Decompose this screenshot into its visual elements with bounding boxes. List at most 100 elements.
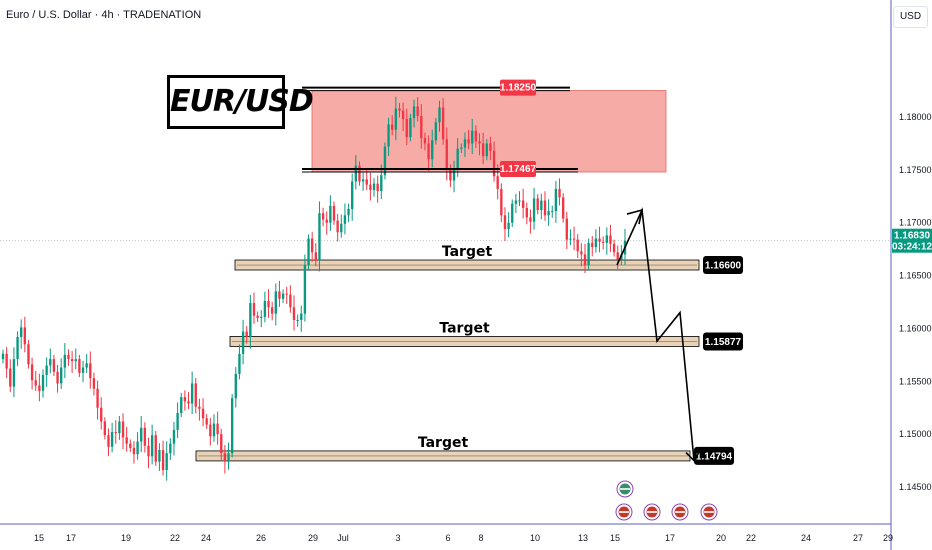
- candle-body: [234, 373, 237, 399]
- candle-body: [270, 307, 274, 314]
- candle: [332, 201, 336, 225]
- candle-body: [107, 435, 110, 447]
- target-price-text: 1.16600: [705, 261, 742, 272]
- event-stripe: [675, 511, 685, 513]
- currency-button[interactable]: USD: [893, 6, 928, 28]
- candle: [180, 392, 183, 418]
- candle: [609, 224, 612, 252]
- candle: [529, 209, 532, 234]
- candle: [318, 201, 321, 272]
- candle-body: [252, 303, 256, 316]
- candle-body: [38, 385, 41, 391]
- event-flag-icon[interactable]: [615, 503, 633, 521]
- candle: [558, 178, 561, 206]
- x-tick-label: 3: [395, 533, 400, 543]
- candle: [118, 415, 121, 440]
- event-flag-icon[interactable]: [643, 503, 661, 521]
- candle: [587, 238, 590, 270]
- x-tick-label: 17: [665, 533, 675, 543]
- candle-body: [441, 107, 445, 140]
- candle-body: [572, 238, 576, 240]
- candle: [100, 397, 103, 430]
- candle-body: [594, 238, 598, 248]
- candle: [358, 161, 361, 186]
- candle: [274, 283, 277, 326]
- candle-body: [420, 115, 423, 139]
- candle-body: [5, 353, 8, 369]
- candle-body: [129, 443, 132, 448]
- candle: [569, 229, 572, 246]
- candle-body: [358, 165, 361, 182]
- target-price-text: 1.15877: [705, 337, 742, 348]
- candle-body: [503, 215, 507, 230]
- candle: [427, 135, 430, 172]
- event-flag-icon[interactable]: [616, 480, 634, 498]
- candle-body: [20, 327, 23, 337]
- candle-body: [289, 294, 292, 308]
- candle-body: [143, 427, 147, 446]
- candle-body: [500, 188, 503, 216]
- event-stripe: [620, 488, 630, 490]
- candle: [169, 438, 172, 460]
- x-tick-label: 24: [801, 533, 811, 543]
- event-flag-icon[interactable]: [700, 503, 718, 521]
- candle: [336, 213, 339, 242]
- candle: [238, 344, 241, 380]
- candle: [576, 234, 579, 259]
- candle-body: [601, 241, 605, 243]
- current-price-tag[interactable]: [892, 228, 932, 253]
- x-tick-label: 6: [445, 533, 450, 543]
- candle: [281, 289, 285, 304]
- candle: [16, 331, 19, 366]
- candle-body: [125, 437, 128, 444]
- y-tick-label: 1.14500: [899, 482, 932, 492]
- candle: [361, 172, 365, 191]
- candle-body: [380, 175, 383, 192]
- candle-body: [314, 252, 318, 261]
- candle-body: [158, 450, 161, 462]
- projection-path: [616, 207, 701, 462]
- candle: [405, 108, 408, 146]
- candle: [63, 343, 67, 379]
- candle: [190, 371, 194, 415]
- candle: [9, 359, 12, 393]
- candle: [572, 226, 576, 251]
- event-flag-icon[interactable]: [671, 503, 689, 521]
- projection-line: [616, 207, 695, 461]
- candle: [227, 442, 230, 470]
- candle: [474, 125, 478, 149]
- candle-body: [576, 239, 579, 252]
- candle-body: [583, 254, 587, 266]
- candle: [594, 229, 598, 253]
- candle-body: [474, 130, 478, 142]
- candle: [176, 402, 179, 438]
- candle-body: [547, 211, 550, 216]
- candle-body: [118, 421, 121, 434]
- candle-body: [401, 110, 405, 120]
- candle: [310, 231, 314, 262]
- candle: [438, 100, 441, 132]
- x-tick-label: 20: [716, 533, 726, 543]
- candle-body: [449, 169, 452, 181]
- candle: [565, 211, 568, 249]
- candle: [209, 417, 212, 446]
- candle-body: [161, 450, 165, 471]
- candle: [140, 415, 143, 453]
- candle: [376, 175, 379, 203]
- candle: [481, 132, 485, 165]
- candle-body: [187, 401, 190, 404]
- candle-body: [554, 188, 558, 212]
- candle: [591, 236, 594, 257]
- candle-body: [361, 179, 365, 182]
- y-tick-label: 1.16500: [899, 271, 932, 281]
- candle-body: [78, 359, 81, 373]
- chart-header: Euro / U.S. Dollar · 4h · TRADENATION: [6, 9, 202, 21]
- candle: [30, 357, 34, 390]
- candle: [612, 239, 616, 257]
- candle-body: [489, 143, 492, 151]
- candle-body: [431, 140, 434, 160]
- candle: [460, 143, 463, 153]
- candle-body: [147, 445, 150, 457]
- candle-body: [532, 198, 536, 222]
